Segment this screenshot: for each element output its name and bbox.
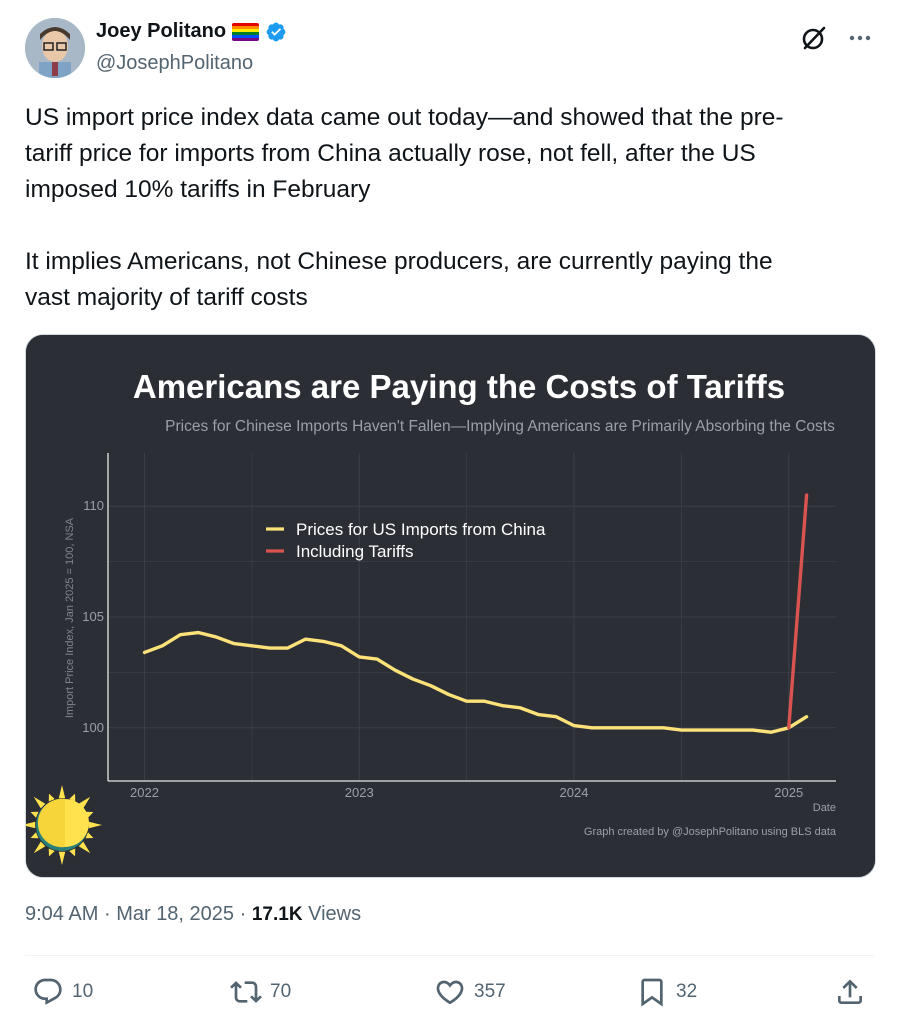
sun-ray [26, 821, 36, 829]
sun-ray [33, 796, 46, 809]
like-count: 357 [474, 981, 506, 1002]
avatar-image [25, 18, 85, 78]
flag-stripe [232, 25, 260, 29]
author-name[interactable]: Joey Politano [96, 20, 227, 42]
repost-count: 70 [270, 981, 292, 1002]
sun-ray [69, 848, 76, 857]
chart-credit: Graph created by @JosephPolitano using B… [584, 826, 837, 838]
chart-legend: Prices for US Imports from China Includin… [266, 520, 546, 561]
x-tick-label: 2024 [560, 785, 589, 800]
heart-icon [436, 980, 464, 1005]
flag-stripe [232, 34, 260, 38]
flag-stripe [232, 28, 260, 32]
like-button[interactable]: 357 [434, 976, 506, 1008]
chart-series [142, 493, 809, 734]
chart-background [26, 335, 875, 877]
chart-title: Americans are Paying the Costs of Tariff… [133, 368, 785, 405]
author-row: Joey Politano [96, 20, 287, 43]
x-axis-label: Date [813, 802, 836, 814]
sun-ray [48, 848, 55, 857]
legend-label: Including Tariffs [296, 542, 414, 561]
sun-logo-icon [26, 785, 102, 865]
bookmark-count: 32 [676, 981, 698, 1002]
sun-ray [33, 841, 46, 854]
reply-button[interactable]: 10 [32, 976, 93, 1008]
views-label: Views [308, 903, 362, 925]
chart-grid [108, 453, 836, 781]
views-count: 17.1K [251, 904, 303, 925]
bookmark-button[interactable]: 32 [636, 976, 697, 1008]
meta-separator-2: · [239, 903, 247, 925]
sun-ray [78, 796, 91, 809]
flag-stripe [232, 31, 260, 35]
grok-icon[interactable] [800, 24, 828, 52]
chart-axes [107, 453, 836, 782]
sun-ray [69, 793, 76, 802]
x-tick-label: 2025 [774, 785, 803, 800]
line-chart: Americans are Paying the Costs of Tariff… [26, 335, 875, 877]
x-tick-label: 2023 [345, 785, 374, 800]
sun-ray [48, 793, 55, 802]
more-options-icon[interactable] [846, 26, 874, 50]
sun-ray [85, 832, 94, 839]
series-line-including-tariffs [787, 493, 809, 730]
sun-ray [58, 785, 66, 799]
flag-stripe [232, 37, 260, 41]
share-icon [838, 979, 862, 1004]
sun-ray [58, 851, 66, 865]
meta-separator: · [103, 903, 111, 925]
sun-ray [30, 832, 39, 839]
divider [25, 955, 874, 956]
tweet-text: US import price index data came out toda… [25, 104, 784, 311]
avatar[interactable] [25, 18, 85, 78]
y-tick-label: 110 [83, 498, 104, 513]
legend-label: Prices for US Imports from China [296, 520, 546, 539]
verified-badge-icon[interactable] [265, 21, 287, 43]
chart-subtitle: Prices for Chinese Imports Haven't Falle… [165, 418, 835, 435]
tweet-meta: 9:04 AM · Mar 18, 2025 · 17.1K Views [25, 903, 361, 926]
y-tick-label: 100 [82, 720, 104, 735]
x-tick-label: 2022 [130, 785, 159, 800]
repost-button[interactable]: 70 [230, 976, 291, 1008]
series-line-china-import-prices [142, 630, 809, 734]
bookmark-icon [641, 978, 663, 1007]
tweet-media-chart[interactable]: Americans are Paying the Costs of Tariff… [25, 334, 876, 878]
y-axis-label: Import Price Index, Jan 2025 = 100, NSA [64, 517, 76, 718]
repost-icon [230, 981, 262, 1003]
author-handle[interactable]: @JosephPolitano [96, 52, 254, 74]
sun-ray [30, 811, 39, 818]
share-button[interactable] [834, 976, 866, 1008]
sun-ray [78, 841, 91, 854]
tweet-date[interactable]: Mar 18, 2025 [116, 903, 235, 925]
sun-ray [88, 821, 102, 829]
chart-ticks: 2022 2023 2024 2025 100 105 110 [82, 498, 803, 800]
pride-flag-icon [232, 22, 260, 41]
reply-count: 10 [72, 981, 94, 1002]
flag-stripe [232, 22, 260, 26]
tweet-time[interactable]: 9:04 AM [25, 903, 99, 925]
y-tick-label: 105 [82, 609, 104, 624]
reply-icon [34, 978, 62, 1005]
